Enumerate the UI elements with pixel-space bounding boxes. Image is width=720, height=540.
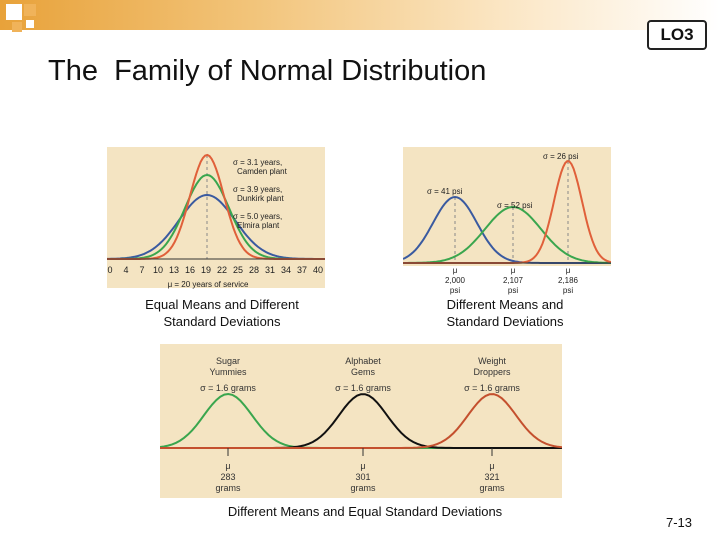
alphabet-gems-curve — [160, 393, 562, 449]
product-name: Weight — [478, 356, 506, 366]
sugar-yummies-curve — [159, 392, 562, 449]
sigma-label: σ = 1.6 grams — [464, 383, 520, 393]
x-tick-label: 31 — [265, 265, 275, 275]
mu-label: μ — [225, 461, 230, 471]
x-tick-label: 19 — [201, 265, 211, 275]
mean-value: 283 — [220, 472, 235, 482]
corner-square — [26, 20, 34, 28]
mean-unit: psi — [508, 286, 518, 295]
equal-means-axis: 0 4 7 10 13 16 19 22 25 28 31 34 37 40 μ = 20 years o… — [107, 265, 323, 289]
annotation-dunkirk-sigma: σ = 3.9 years, — [233, 185, 282, 194]
x-tick-label: 25 — [233, 265, 243, 275]
page-number: 7-13 — [666, 515, 693, 530]
corner-square — [12, 22, 22, 32]
equal-sd-figure: Sugar Yummies σ = 1.6 grams μ 283 grams … — [159, 344, 563, 498]
mu-label: μ — [453, 266, 458, 275]
corner-square — [6, 4, 22, 20]
product-name: Droppers — [473, 367, 511, 377]
annotation-camden-sigma: σ = 3.1 years, — [233, 158, 282, 167]
mu-label: μ — [566, 266, 571, 275]
sigma-label: σ = 1.6 grams — [335, 383, 391, 393]
x-tick-label: 28 — [249, 265, 259, 275]
mean-unit: grams — [479, 483, 505, 493]
product-name: Yummies — [209, 367, 247, 377]
top-banner — [0, 0, 720, 30]
mean-value: 2,186 — [558, 276, 579, 285]
sigma-label-41: σ = 41 psi — [427, 187, 463, 196]
equal-means-caption: Equal Means and Different Standard Devia… — [145, 297, 299, 329]
x-tick-label: 0 — [107, 265, 112, 275]
sigma-label: σ = 1.6 grams — [200, 383, 256, 393]
x-tick-label: 4 — [123, 265, 128, 275]
lo3-badge: LO3 — [647, 20, 707, 50]
different-means-axis: μ 2,000 psi μ 2,107 psi μ 2,186 psi — [445, 266, 579, 295]
x-tick-label: 37 — [297, 265, 307, 275]
equal-sd-caption: Different Means and Equal Standard Devia… — [227, 504, 503, 519]
product-name: Sugar — [216, 356, 240, 366]
sd52-curve — [403, 205, 612, 264]
mu-label: μ — [489, 461, 494, 471]
sigma-label-52: σ = 52 psi — [497, 201, 533, 210]
mean-value: 2,107 — [503, 276, 524, 285]
mean-unit: psi — [450, 286, 460, 295]
annotation-dunkirk-plant: Dunkirk plant — [237, 194, 284, 203]
different-means-figure: σ = 41 psi σ = 52 psi σ = 26 psi — [402, 147, 612, 266]
mean-value: 301 — [355, 472, 370, 482]
annotation-elmira-sigma: σ = 5.0 years, — [233, 212, 282, 221]
equal-sd-chart: Sugar Yummies σ = 1.6 grams μ 283 grams … — [159, 356, 563, 493]
annotation-elmira-plant: Elmira plant — [237, 221, 280, 230]
different-means-caption: Different Means and Standard Deviations — [446, 297, 564, 329]
mean-unit: psi — [563, 286, 573, 295]
mean-value: 2,000 — [445, 276, 466, 285]
mean-unit: grams — [215, 483, 241, 493]
mean-value: 321 — [484, 472, 499, 482]
equal-means-figure: σ = 3.1 years, Camden plant σ = 3.9 year… — [107, 147, 325, 288]
slide-title: The Family of Normal Distribution — [48, 55, 487, 87]
sigma-label-26: σ = 26 psi — [543, 152, 579, 161]
mean-unit: grams — [350, 483, 376, 493]
dunkirk-curve — [107, 173, 325, 260]
x-tick-label: 34 — [281, 265, 291, 275]
x-tick-label: 7 — [139, 265, 144, 275]
elmira-curve — [107, 193, 325, 260]
x-tick-label: 10 — [153, 265, 163, 275]
x-tick-label: 16 — [185, 265, 195, 275]
camden-curve — [107, 153, 325, 260]
product-name: Alphabet — [345, 356, 381, 366]
annotation-camden-plant: Camden plant — [237, 167, 288, 176]
mu-label: μ — [511, 266, 516, 275]
product-name: Gems — [351, 367, 376, 377]
mu-label: μ — [360, 461, 365, 471]
sd26-curve — [403, 160, 612, 264]
different-means-chart: σ = 41 psi σ = 52 psi σ = 26 psi — [402, 152, 612, 264]
x-tick-label: 13 — [169, 265, 179, 275]
equal-means-chart: σ = 3.1 years, Camden plant σ = 3.9 year… — [107, 153, 325, 260]
axis-label: μ = 20 years of service — [168, 280, 249, 289]
x-tick-label: 22 — [217, 265, 227, 275]
corner-square — [24, 4, 36, 16]
x-tick-label: 40 — [313, 265, 323, 275]
weight-droppers-curve — [160, 393, 563, 449]
